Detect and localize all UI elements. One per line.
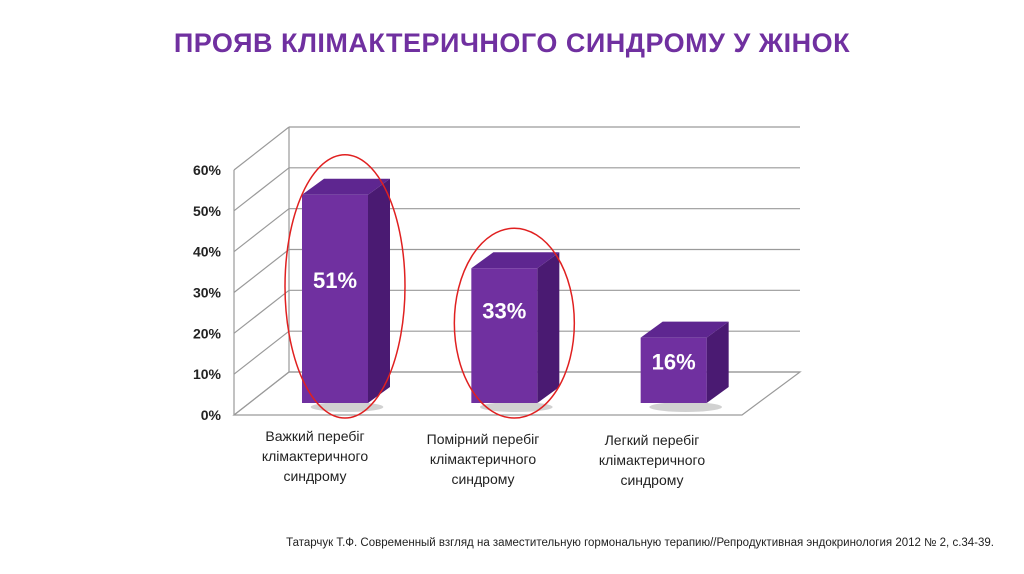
bar xyxy=(471,268,538,403)
side-gridline xyxy=(233,330,290,375)
bar xyxy=(302,194,368,403)
category-label-mild: Легкий перебіг клімактеричного синдрому xyxy=(598,432,706,488)
y-tick-label: 50% xyxy=(193,203,222,219)
category-label-severe: Важкий перебіг клімактеричного синдрому xyxy=(261,428,369,484)
data-label: 51% xyxy=(313,268,357,293)
data-label: 33% xyxy=(482,298,526,323)
y-tick-label: 40% xyxy=(193,244,222,260)
bar xyxy=(640,337,707,403)
highlight-ellipse xyxy=(453,227,576,419)
chart-floor xyxy=(232,371,802,416)
bar-side xyxy=(537,252,560,403)
bar-side xyxy=(368,178,390,403)
side-gridline xyxy=(233,249,290,293)
bar-shadow xyxy=(649,402,722,412)
bar-shadow xyxy=(480,402,553,412)
side-gridline xyxy=(233,167,290,212)
bar-top xyxy=(471,252,560,269)
y-tick-label: 20% xyxy=(193,325,222,341)
y-tick-label: 30% xyxy=(193,285,222,301)
source-citation: Татарчук Т.Ф. Современный взгляд на заме… xyxy=(286,537,994,549)
y-tick-label: 10% xyxy=(193,366,222,382)
y-tick-label: 0% xyxy=(201,407,222,423)
side-gridline xyxy=(233,289,290,334)
highlight-ellipse xyxy=(284,154,406,419)
bar-side xyxy=(706,321,729,403)
page-title: ПРОЯВ КЛІМАКТЕРИЧНОГО СИНДРОМУ У ЖІНОК xyxy=(173,28,851,58)
category-label-moderate: Помірний перебіг клімактеричного синдром… xyxy=(426,431,540,487)
bar-top xyxy=(640,321,729,338)
bar-top xyxy=(302,178,390,195)
side-gridline xyxy=(233,126,290,171)
side-gridline xyxy=(233,208,290,253)
data-label: 16% xyxy=(652,350,696,375)
y-tick-label: 60% xyxy=(193,162,222,178)
